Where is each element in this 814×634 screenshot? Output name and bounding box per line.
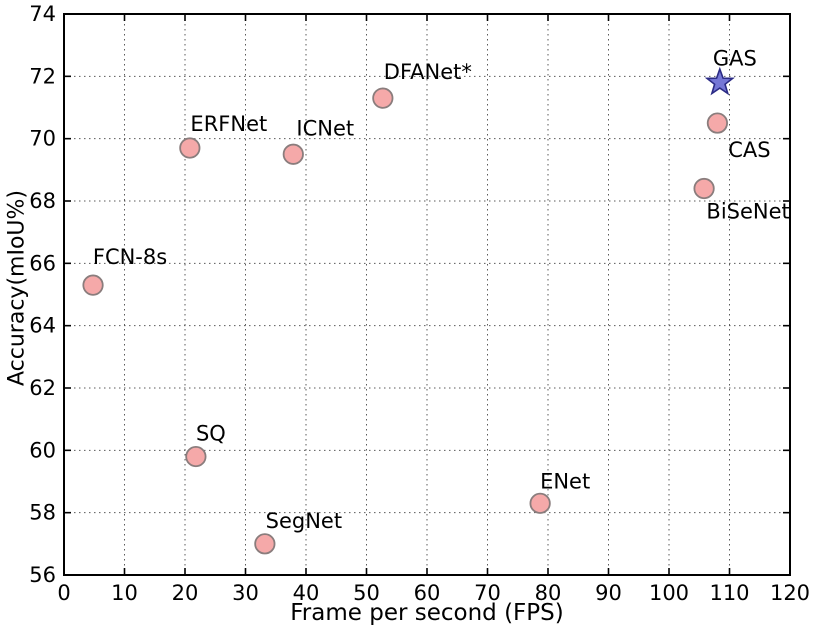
point-label: ICNet bbox=[296, 116, 354, 140]
point-bisenet bbox=[693, 177, 715, 200]
point-label: ENet bbox=[540, 469, 590, 493]
x-tick-label: 120 bbox=[770, 581, 810, 605]
y-tick-label: 64 bbox=[29, 314, 56, 338]
point-label: ERFNet bbox=[190, 112, 267, 136]
point-dfanet- bbox=[372, 87, 394, 109]
point-icnet bbox=[282, 143, 304, 165]
x-axis-title: Frame per second (FPS) bbox=[290, 600, 564, 626]
x-tick-label: 100 bbox=[649, 581, 689, 605]
x-tick-label: 110 bbox=[709, 581, 749, 605]
point-label: SQ bbox=[196, 422, 226, 446]
y-tick-label: 56 bbox=[29, 563, 56, 587]
x-tick-label: 40 bbox=[293, 581, 320, 605]
x-tick-label: 10 bbox=[111, 581, 138, 605]
y-tick-label: 70 bbox=[29, 127, 56, 151]
point-gas bbox=[704, 66, 735, 96]
point-enet bbox=[529, 492, 551, 514]
x-tick-label: 50 bbox=[353, 581, 380, 605]
x-tick-label: 80 bbox=[535, 581, 562, 605]
point-fcn-8s bbox=[82, 274, 104, 296]
point-label: GAS bbox=[713, 47, 757, 71]
plot-border bbox=[63, 13, 791, 576]
y-tick-label: 58 bbox=[29, 501, 56, 525]
x-tick-label: 60 bbox=[414, 581, 441, 605]
x-tick-label: 20 bbox=[172, 581, 199, 605]
y-tick-label: 62 bbox=[29, 376, 56, 400]
point-sq bbox=[185, 445, 207, 468]
y-axis-title: Accuracy(mIoU%) bbox=[4, 190, 30, 386]
point-label: BiSeNet bbox=[706, 200, 789, 224]
point-segnet bbox=[254, 533, 276, 555]
y-tick-label: 72 bbox=[29, 64, 56, 88]
x-tick-label: 0 bbox=[57, 581, 70, 605]
y-tick-label: 66 bbox=[29, 251, 56, 275]
point-label: SegNet bbox=[266, 509, 342, 533]
x-tick-label: 30 bbox=[232, 581, 259, 605]
y-tick-label: 60 bbox=[29, 438, 56, 462]
point-erfnet bbox=[179, 137, 201, 159]
point-label: FCN-8s bbox=[93, 245, 167, 269]
point-label: DFANet* bbox=[384, 60, 472, 84]
x-tick-label: 70 bbox=[474, 581, 501, 605]
y-tick-label: 68 bbox=[29, 189, 56, 213]
x-tick-label: 90 bbox=[595, 581, 622, 605]
point-cas bbox=[706, 112, 729, 134]
point-label: CAS bbox=[728, 138, 770, 162]
y-tick-label: 74 bbox=[29, 2, 56, 26]
